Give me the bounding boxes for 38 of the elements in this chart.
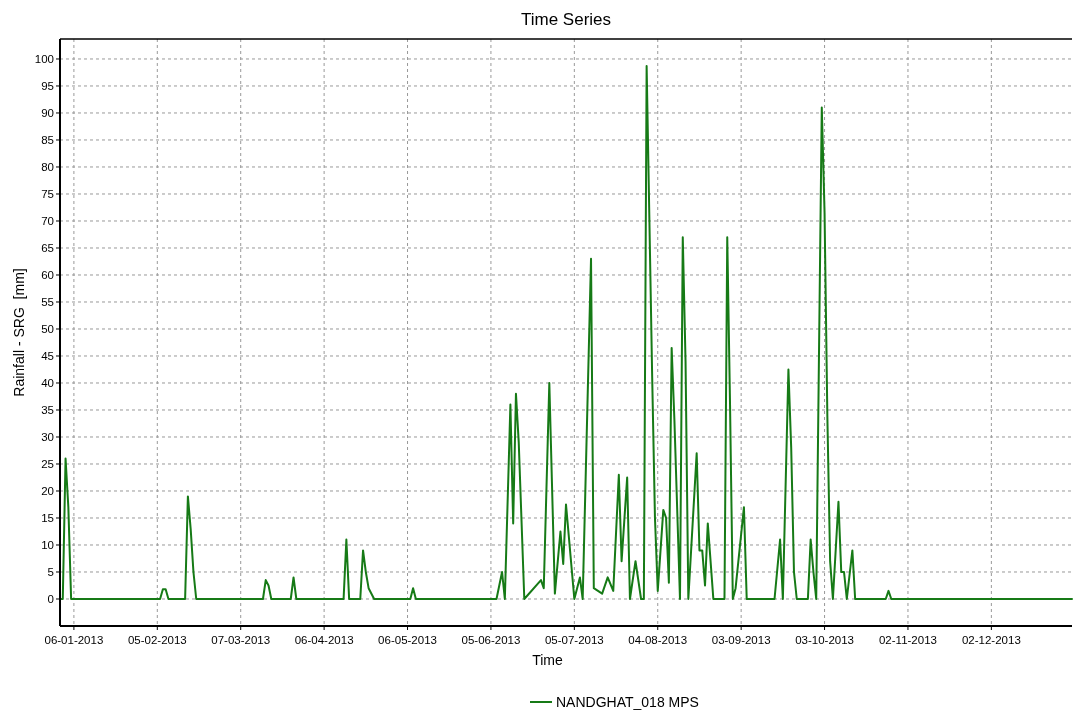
x-tick-label: 03-09-2013 <box>711 634 771 646</box>
y-tick-label: 15 <box>41 512 54 525</box>
y-tick-label: 50 <box>41 323 54 336</box>
y-tick-label: 80 <box>41 161 54 174</box>
y-tick-label: 30 <box>41 431 54 444</box>
y-tick-label: 90 <box>41 107 54 120</box>
y-tick-label: 40 <box>41 377 54 390</box>
line-series <box>59 65 1073 600</box>
x-tick-label: 05-02-2013 <box>127 634 187 646</box>
x-tick-label: 02-11-2013 <box>878 634 937 646</box>
x-tick-label: 05-06-2013 <box>461 634 521 646</box>
y-tick-label: 20 <box>41 485 54 498</box>
x-tick-label: 05-07-2013 <box>544 634 604 646</box>
y-tick-label: 45 <box>41 350 54 363</box>
x-tick-label: 04-08-2013 <box>628 634 688 646</box>
y-axis-title: Rainfall - SRG [mm] <box>11 268 27 397</box>
x-tick-label: 06-05-2013 <box>378 634 437 646</box>
y-tick-label: 10 <box>41 539 54 552</box>
x-tick-label: 06-01-2013 <box>44 634 104 646</box>
y-tick-label: 55 <box>41 296 54 309</box>
x-tick-label: 03-10-2013 <box>795 634 854 646</box>
y-tick-label: 95 <box>41 80 54 93</box>
x-tick-label: 07-03-2013 <box>211 634 271 646</box>
y-tick-label: 5 <box>47 566 54 579</box>
x-tick-label: 02-12-2013 <box>961 634 1021 646</box>
y-tick-label: 85 <box>41 134 54 147</box>
y-tick-label: 100 <box>34 53 54 66</box>
chart-title: Time Series <box>520 10 612 29</box>
legend-label: NANDGHAT_018 MPS <box>556 694 699 710</box>
y-tick-label: 70 <box>41 215 54 228</box>
y-tick-label: 25 <box>41 458 54 471</box>
y-tick-label: 35 <box>41 404 54 417</box>
x-axis-title: Time <box>532 652 564 668</box>
y-tick-label: 65 <box>41 242 54 255</box>
y-tick-label: 0 <box>47 593 54 606</box>
x-tick-label: 06-04-2013 <box>294 634 354 646</box>
y-tick-label: 75 <box>41 188 54 201</box>
y-tick-label: 60 <box>41 269 54 282</box>
